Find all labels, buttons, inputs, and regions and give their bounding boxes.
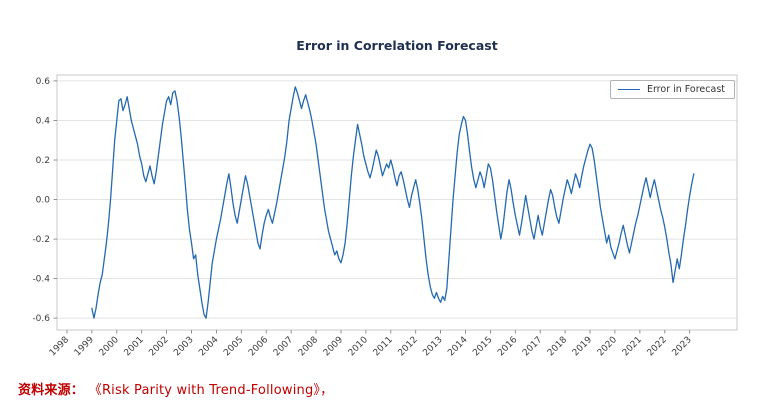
source-note-reference: 《Risk Parity with Trend-Following》， (88, 383, 334, 398)
x-tick-label: 2017 (521, 335, 544, 358)
y-tick-label: 0.6 (36, 77, 51, 87)
error-in-forecast-line (91, 86, 695, 319)
source-note-prefix: 资料来源： (18, 383, 85, 398)
x-tick-label: 2010 (347, 335, 370, 358)
x-tick-label: 2000 (98, 335, 121, 358)
x-tick-label: 2014 (446, 335, 469, 358)
x-tick-label: 2003 (172, 335, 195, 358)
x-tick-label: 2008 (297, 335, 320, 358)
x-tick-label: 1999 (73, 335, 96, 358)
y-tick-label: 0.4 (36, 117, 51, 127)
x-tick-label: 2021 (621, 335, 644, 358)
x-tick-label: 2015 (471, 335, 494, 358)
x-tick-label: 2005 (222, 335, 245, 358)
y-tick-label: 0.2 (36, 156, 50, 166)
x-tick-label: 2002 (147, 335, 170, 358)
y-tick-label: -0.6 (32, 314, 50, 324)
x-tick-label: 2023 (671, 335, 694, 358)
x-tick-label: 2019 (571, 335, 594, 358)
y-tick-label: 0.0 (36, 196, 51, 206)
source-note: 资料来源： 《Risk Parity with Trend-Following》… (18, 379, 333, 398)
x-tick-label: 2001 (123, 335, 146, 358)
x-tick-label: 2022 (646, 335, 669, 358)
chart-plot-area: 0.6 0.4 0.2 0.0 -0.2 -0.4 -0.6 1998 1999 2000 2001… (32, 74, 738, 358)
x-tick-label: 2018 (546, 335, 569, 358)
chart-legend: Error in Forecast (609, 80, 735, 99)
x-tick-label: 2009 (322, 335, 345, 358)
x-tick-label: 1998 (48, 335, 71, 358)
x-tick-label: 2016 (496, 335, 519, 358)
x-tick-label: 2013 (421, 335, 444, 358)
x-tick-label: 2004 (197, 335, 220, 358)
chart-title: Error in Correlation Forecast (296, 38, 498, 53)
x-tick-label: 2012 (397, 335, 420, 358)
x-tick-label: 2006 (247, 335, 270, 358)
plot-border (56, 74, 738, 331)
x-tick-label: 2011 (372, 335, 395, 358)
x-tick-label: 2020 (596, 335, 619, 358)
y-tick-label: -0.4 (32, 275, 50, 285)
x-tick-label: 2007 (272, 335, 295, 358)
y-tick-label: -0.2 (32, 235, 50, 245)
legend-line-swatch-icon (617, 89, 640, 90)
legend-label: Error in Forecast (646, 84, 725, 95)
